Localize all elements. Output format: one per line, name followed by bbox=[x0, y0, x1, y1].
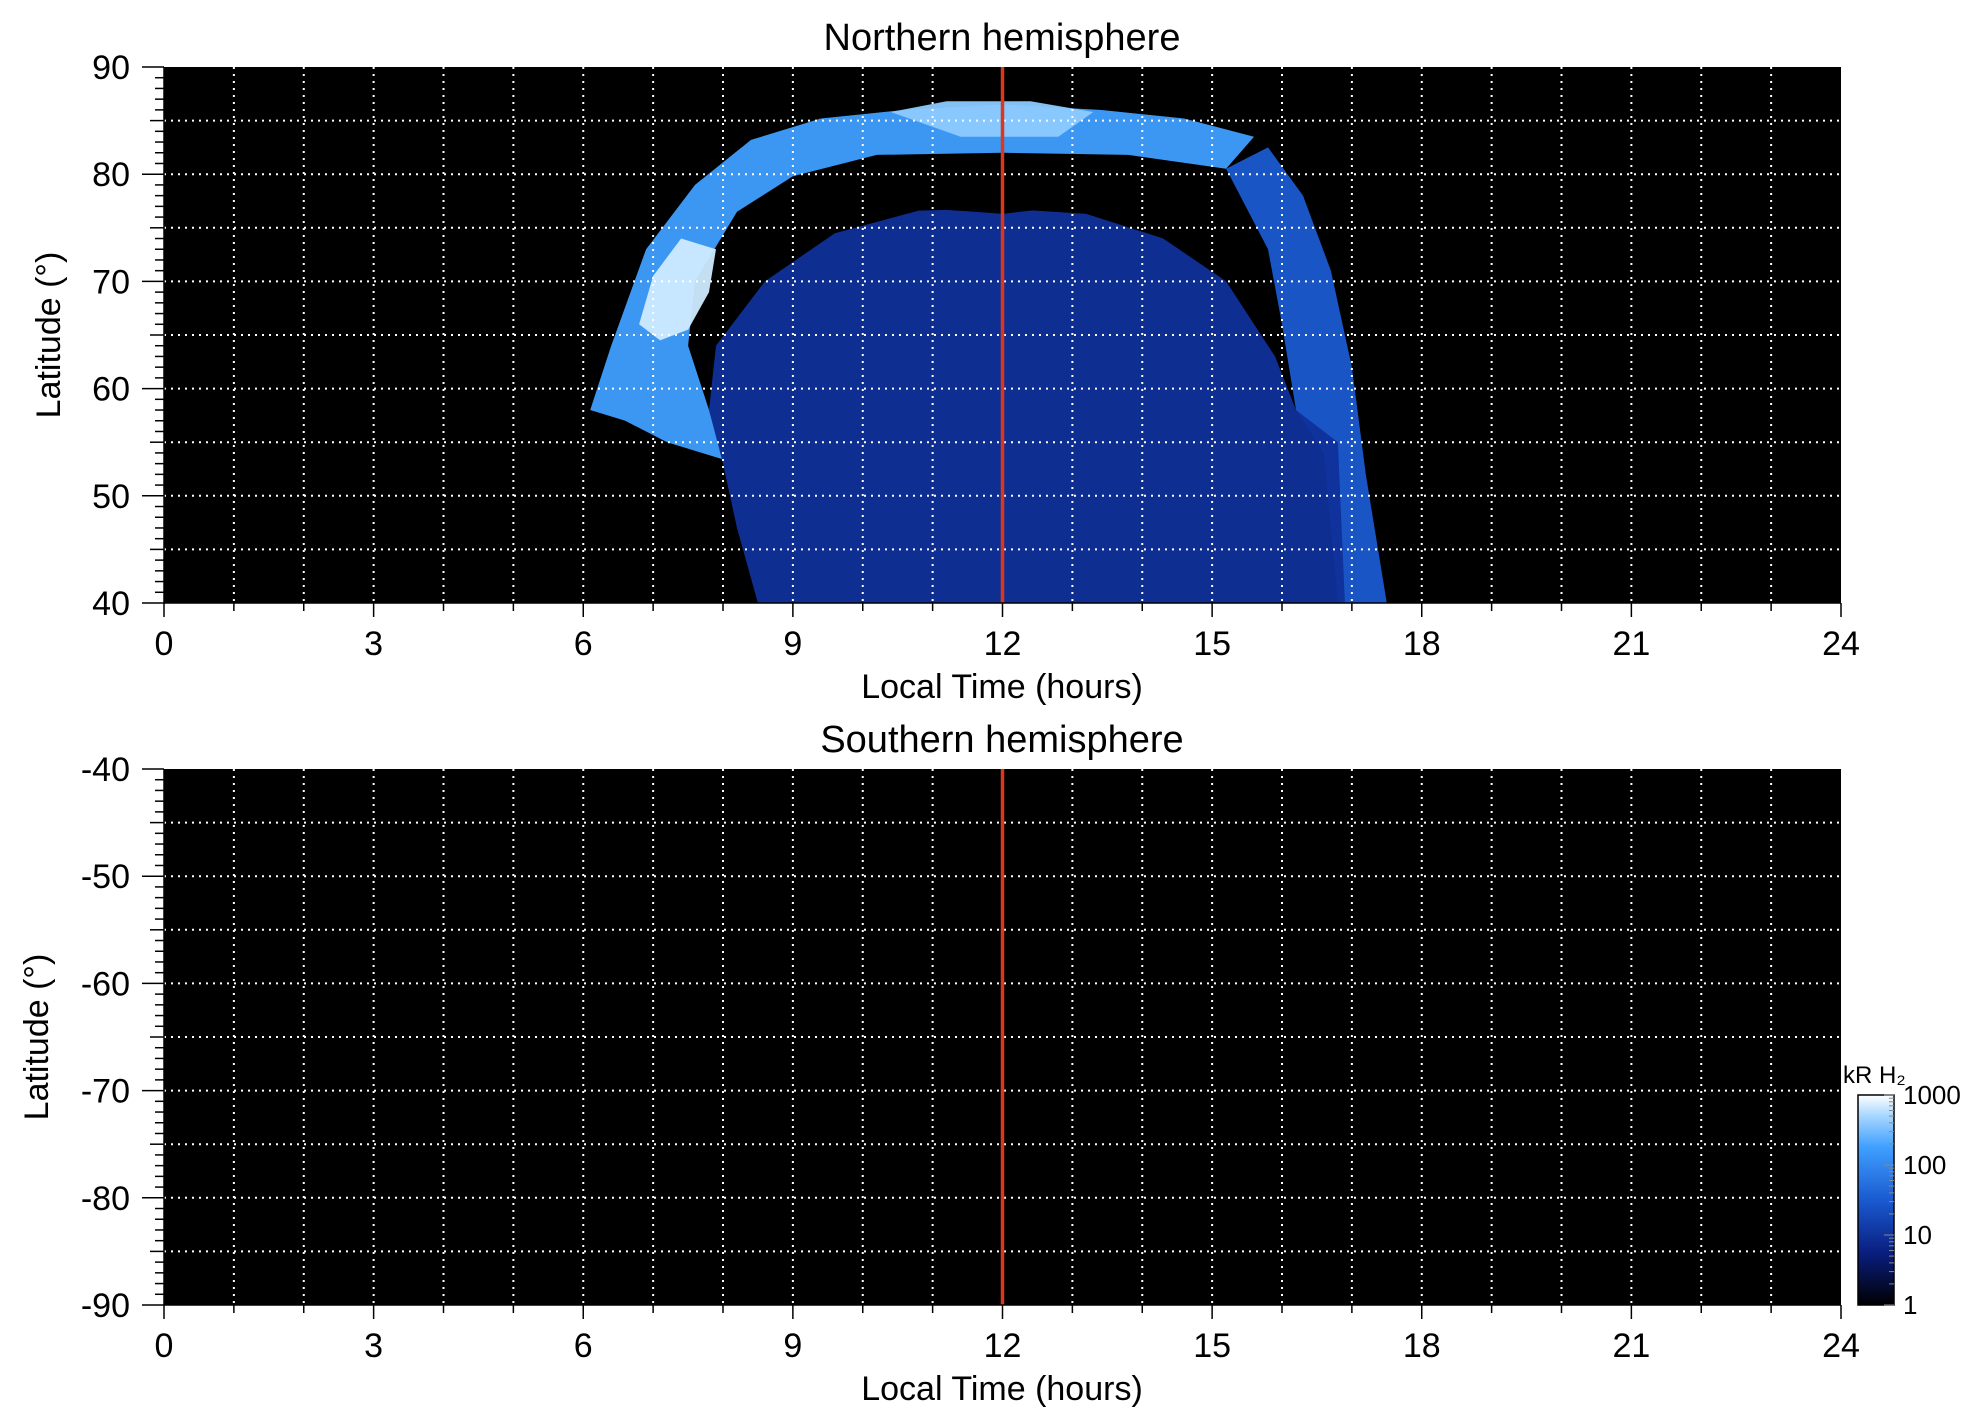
north-region-1 bbox=[639, 238, 716, 341]
north-region-2 bbox=[890, 101, 1094, 137]
north-x-axis-label: Local Time (hours) bbox=[861, 668, 1143, 706]
north-region-0 bbox=[590, 104, 1254, 460]
north-region-3 bbox=[1226, 147, 1387, 603]
south-x-tick-label: 9 bbox=[783, 1327, 802, 1365]
north-x-tick-label: 21 bbox=[1612, 625, 1650, 663]
south-y-tick-label: -60 bbox=[81, 965, 130, 1003]
north-x-tick-label: 12 bbox=[984, 625, 1022, 663]
south-ticks bbox=[142, 768, 1842, 1319]
north-x-tick-label: 9 bbox=[783, 625, 802, 663]
colorbar-gradient bbox=[1857, 1094, 1895, 1306]
north-x-tick-label: 6 bbox=[574, 625, 593, 663]
north-y-tick-label: 50 bbox=[92, 478, 130, 516]
north-y-tick-label: 70 bbox=[92, 263, 130, 301]
south-x-tick-label: 18 bbox=[1403, 1327, 1441, 1365]
south-y-tick-labels: -40 -50 -60 -70 -80 -90 bbox=[81, 751, 130, 1325]
north-y-tick-label: 40 bbox=[92, 585, 130, 623]
north-panel: Northern hemisphere 0 3 6 9 12 15 18 21 24 90 80 7… bbox=[30, 17, 1860, 706]
south-y-tick-label: -50 bbox=[81, 858, 130, 896]
north-y-tick-label: 80 bbox=[92, 156, 130, 194]
south-x-tick-label: 3 bbox=[364, 1327, 383, 1365]
south-y-tick-label: -90 bbox=[81, 1287, 130, 1325]
south-x-tick-label: 21 bbox=[1612, 1327, 1650, 1365]
north-region-5 bbox=[862, 166, 1185, 214]
colorbar-tick-labels: 1000 100 10 1 bbox=[1903, 1080, 1961, 1320]
north-x-tick-label: 0 bbox=[155, 625, 174, 663]
colorbar-label: kR H₂ bbox=[1843, 1062, 1906, 1089]
colorbar-tick-label: 1000 bbox=[1903, 1080, 1961, 1110]
north-title: Northern hemisphere bbox=[824, 17, 1181, 59]
south-y-axis-label: Latitude (°) bbox=[18, 954, 56, 1121]
north-x-tick-labels: 0 3 6 9 12 15 18 21 24 bbox=[155, 625, 1860, 663]
south-x-tick-label: 0 bbox=[155, 1327, 174, 1365]
north-x-tick-label: 24 bbox=[1822, 625, 1860, 663]
south-title: Southern hemisphere bbox=[820, 719, 1183, 761]
colorbar-tick-label: 1 bbox=[1903, 1290, 1917, 1320]
south-y-tick-label: -40 bbox=[81, 751, 130, 789]
north-ticks bbox=[142, 66, 1842, 617]
south-x-tick-label: 12 bbox=[984, 1327, 1022, 1365]
colorbar-tick-label: 100 bbox=[1903, 1150, 1946, 1180]
north-x-tick-label: 18 bbox=[1403, 625, 1441, 663]
south-x-axis-label: Local Time (hours) bbox=[861, 1370, 1143, 1408]
north-y-axis-label: Latitude (°) bbox=[30, 252, 68, 419]
colorbar: kR H₂ 1000 100 10 1 bbox=[1843, 1062, 1961, 1320]
south-x-tick-label: 24 bbox=[1822, 1327, 1860, 1365]
colorbar-minor-ticks bbox=[1884, 1094, 1894, 1306]
north-emission-regions bbox=[590, 101, 1387, 603]
north-y-tick-label: 60 bbox=[92, 371, 130, 409]
north-region-4 bbox=[709, 208, 1345, 603]
south-x-tick-label: 6 bbox=[574, 1327, 593, 1365]
south-x-tick-label: 15 bbox=[1193, 1327, 1231, 1365]
south-y-tick-label: -70 bbox=[81, 1073, 130, 1111]
colorbar-tick-label: 10 bbox=[1903, 1220, 1932, 1250]
north-y-tick-labels: 90 80 70 60 50 40 bbox=[92, 49, 130, 623]
south-y-tick-label: -80 bbox=[81, 1180, 130, 1218]
north-y-tick-label: 90 bbox=[92, 49, 130, 87]
south-x-tick-labels: 0 3 6 9 12 15 18 21 24 bbox=[155, 1327, 1860, 1365]
south-panel: Southern hemisphere 0 3 6 9 12 15 18 21 24 -40 -5… bbox=[18, 719, 1860, 1408]
north-x-tick-label: 3 bbox=[364, 625, 383, 663]
north-x-tick-label: 15 bbox=[1193, 625, 1231, 663]
